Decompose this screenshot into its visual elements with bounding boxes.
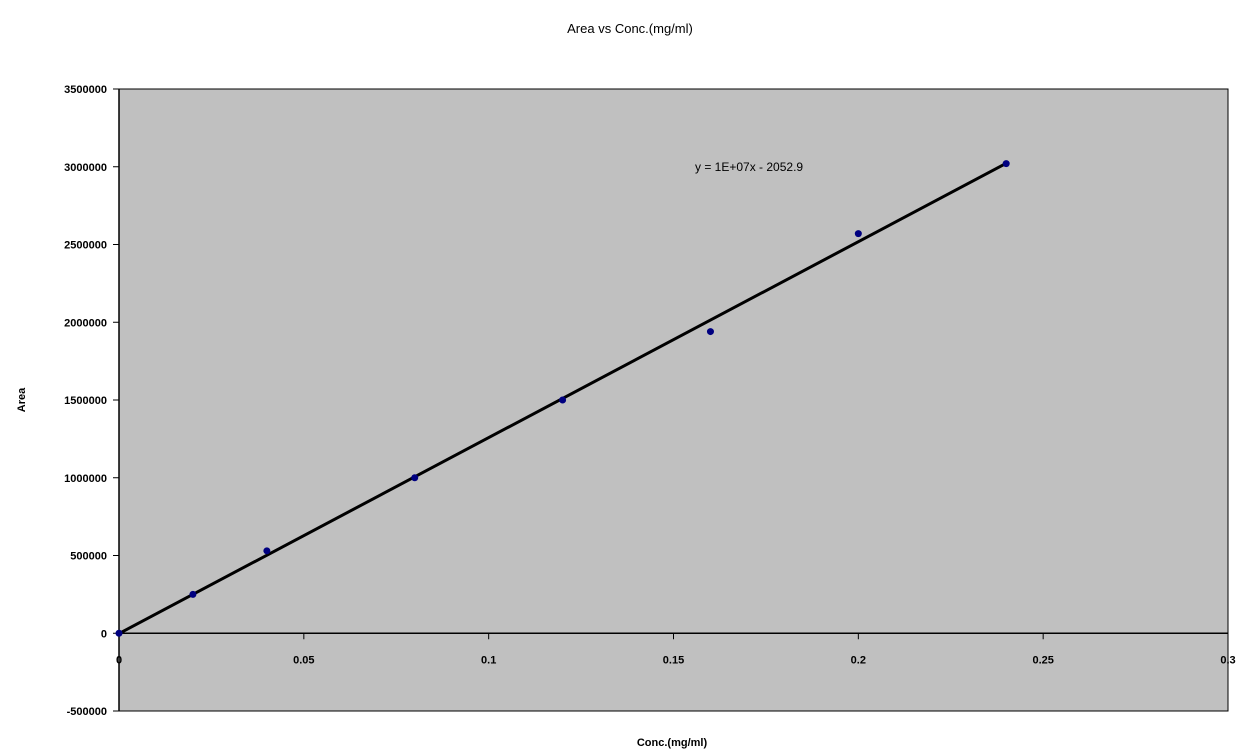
x-tick-label: 0 [116, 654, 122, 666]
chart-title: Area vs Conc.(mg/ml) [567, 21, 693, 36]
data-point [706, 328, 714, 336]
data-point [263, 547, 271, 555]
data-point [411, 474, 419, 482]
y-tick-label: 2500000 [64, 240, 107, 252]
y-tick-label: 2000000 [64, 317, 107, 329]
data-point [854, 230, 862, 238]
x-tick-label: 0.15 [663, 654, 684, 666]
data-points [115, 160, 1010, 637]
data-point [115, 629, 123, 637]
y-axis: 3500000 3000000 2500000 2000000 1500000 10000… [64, 84, 120, 718]
y-tick-label: -500000 [67, 706, 107, 718]
data-point [1002, 160, 1010, 168]
y-tick-label: 3500000 [64, 84, 107, 96]
data-point [559, 396, 567, 404]
y-tick-label: 3000000 [64, 162, 107, 174]
y-tick-label: 1500000 [64, 395, 107, 407]
x-tick-label: 0.05 [293, 654, 314, 666]
y-tick-label: 500000 [70, 551, 107, 563]
x-tick-label: 0.25 [1032, 654, 1053, 666]
x-tick-label: 0.1 [481, 654, 496, 666]
x-axis-label: Conc.(mg/ml) [637, 737, 708, 749]
trendline-equation: y = 1E+07x - 2052.9 [695, 160, 803, 174]
x-axis: 0 0.05 0.1 0.15 0.2 0.25 0.3 [116, 632, 1236, 666]
plot-area [118, 88, 1229, 712]
y-axis-label: Area [16, 387, 28, 412]
x-tick-label: 0.3 [1220, 654, 1235, 666]
y-tick-label: 0 [101, 628, 107, 640]
x-tick-label: 0.2 [851, 654, 866, 666]
data-point [189, 590, 197, 598]
y-tick-label: 1000000 [64, 473, 107, 485]
